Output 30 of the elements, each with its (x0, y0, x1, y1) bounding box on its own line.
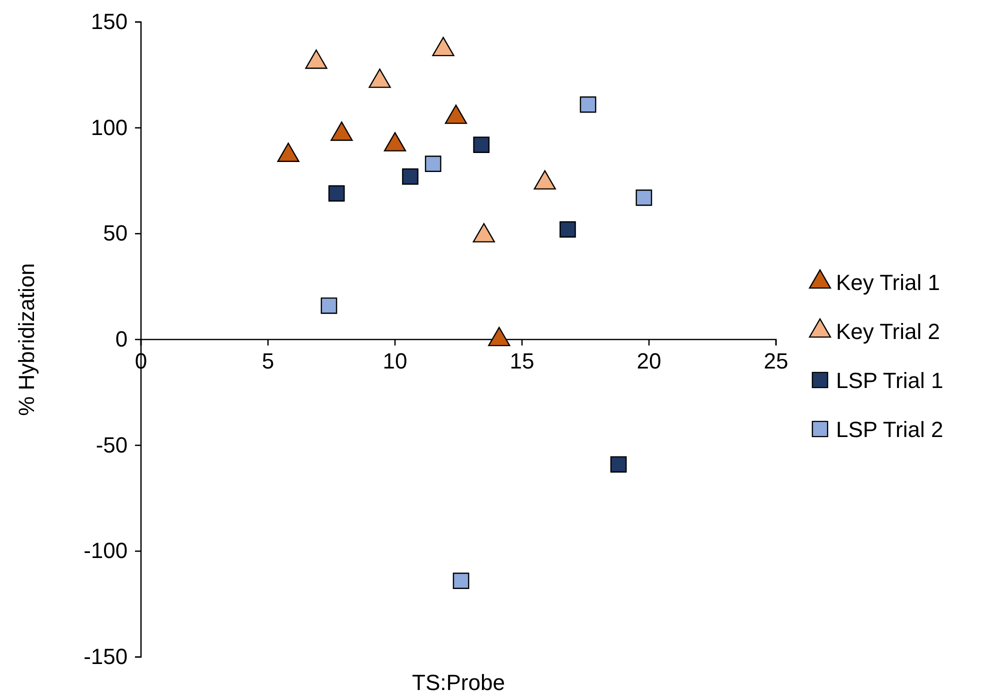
legend-label: Key Trial 1 (836, 270, 940, 295)
point (472, 223, 495, 242)
point (330, 121, 353, 141)
x-tick-label: 5 (262, 348, 274, 374)
legend-label: Key Trial 2 (836, 319, 940, 344)
y-tick-label: -150 (84, 644, 128, 670)
point (432, 36, 454, 56)
point (368, 68, 391, 88)
point (610, 456, 627, 473)
legend-label: LSP Trial 2 (836, 417, 944, 442)
x-tick-label: 25 (764, 348, 788, 374)
point (320, 297, 338, 314)
point (277, 142, 300, 162)
point (305, 50, 328, 69)
y-axis-title: % Hybridization (14, 263, 39, 416)
point (534, 170, 556, 190)
y-tick-label: 100 (90, 114, 128, 140)
x-tick-label: 15 (510, 348, 534, 374)
y-tick-label: 150 (90, 9, 128, 34)
y-tick-label: 50 (103, 220, 128, 246)
point (452, 572, 470, 589)
x-axis-title: TS:Probe (412, 670, 505, 695)
x-tick-label: 20 (636, 348, 662, 374)
y-tick-label: -100 (84, 538, 128, 564)
point (444, 104, 468, 124)
point (384, 132, 406, 152)
y-tick-label: -50 (96, 432, 128, 458)
x-tick-label: 10 (382, 348, 408, 374)
y-tick-label: 0 (115, 326, 128, 352)
legend-label: LSP Trial 1 (836, 368, 944, 393)
